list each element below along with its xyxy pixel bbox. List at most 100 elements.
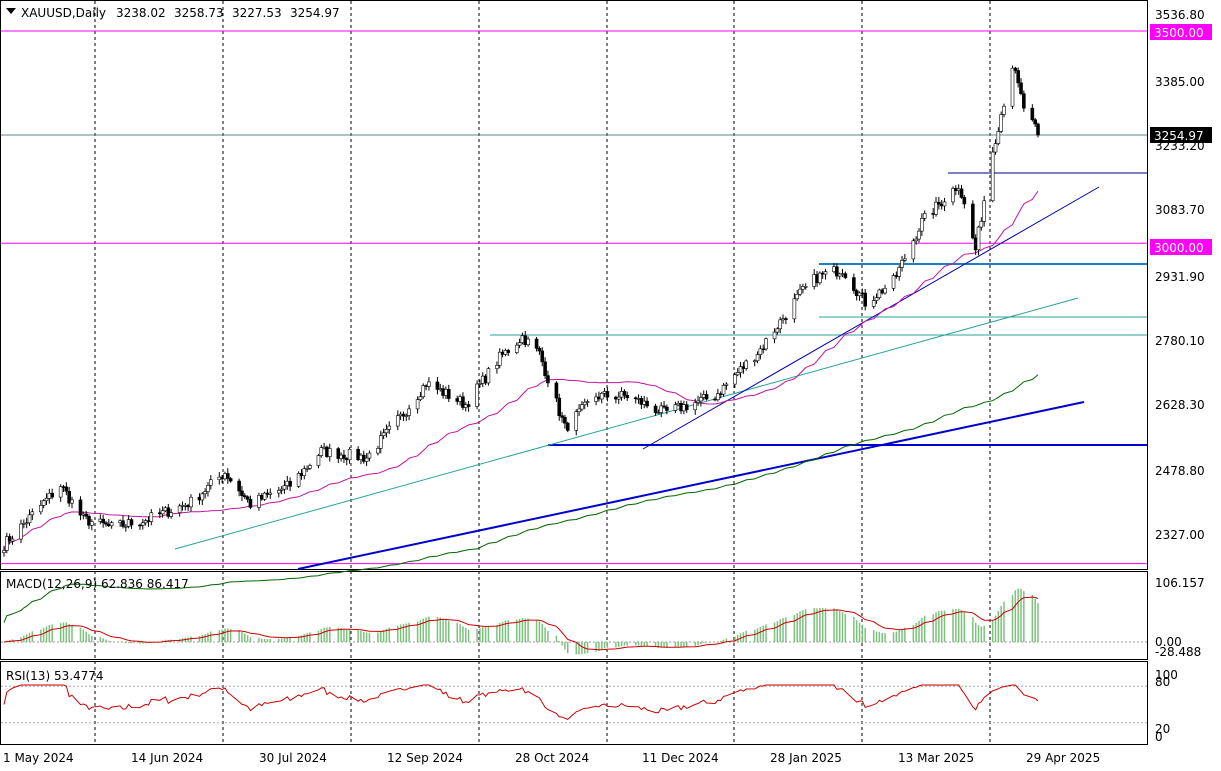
candle-body [857,292,862,297]
candle [308,463,312,470]
candle [605,387,610,402]
candle-body [565,422,570,431]
candle [979,217,984,231]
candle [5,532,9,554]
candle-body [653,405,658,413]
rsi-tick: 20 [1155,722,1170,736]
candle [795,289,800,301]
candle [738,361,743,378]
candle [990,146,995,203]
candle-body [659,405,664,413]
candle-body [407,408,411,416]
candle-body [461,396,465,408]
candle-body [70,499,74,504]
candle [803,283,808,290]
candle-body [327,448,332,457]
candle-body [942,201,947,207]
level-tag-box [1150,239,1212,255]
candle [209,475,213,490]
candle [141,518,145,530]
candle [475,380,479,410]
candle [169,508,173,519]
candle [87,514,91,530]
price-tick: 2780.10 [1155,334,1205,348]
candle-body [2,550,6,553]
candle [942,197,947,211]
candle-body [752,360,757,363]
candle [843,271,848,280]
candle-body [792,298,797,320]
macd-tick: 0.00 [1155,635,1182,649]
macd-title: MACD(12,26,9) 62.836 86.417 [6,577,189,591]
candle-body [673,404,678,411]
candle-body [900,260,904,268]
candle-body [843,273,848,278]
candle-body [625,394,630,399]
candle-body [44,498,49,502]
candle-body [475,383,479,407]
candle-body [852,277,856,291]
candle-body [39,505,43,513]
candle-body [755,354,760,362]
candle [84,510,88,520]
open-value: 3238.02 [116,6,166,20]
candle-body [605,391,610,398]
candle [240,486,244,501]
candle-body [911,240,916,260]
candle [415,396,420,414]
time-axis[interactable]: 1 May 2024 14 Jun 2024 30 Jul 2024 12 Se… [3,751,1100,765]
candle-body [404,415,409,417]
candle-body [506,350,511,353]
price-tick: 3536.80 [1155,8,1205,22]
candle-body [367,452,372,459]
candle-body [166,507,171,517]
candle-body [721,385,726,395]
candle-body [1030,107,1035,121]
candle-body [466,404,471,407]
candle [911,238,916,263]
candle [138,523,142,530]
trendline [642,186,1100,450]
rsi-tick: 80 [1155,675,1170,689]
candle-body [696,400,700,403]
candle-body [319,447,324,456]
candle [435,377,440,395]
candle [64,482,69,496]
candle [758,345,763,360]
candle-body [795,293,800,300]
candle [761,344,766,354]
candle [735,368,740,377]
chevron-down-icon[interactable] [6,8,16,14]
candle [245,495,250,503]
candle [70,496,74,509]
candle [364,453,369,467]
candle-body [1033,119,1037,125]
candle-body [563,417,567,424]
price-axis[interactable]: 3536.80 3385.00 3233.20 3083.70 2931.90 … [1150,8,1212,542]
candle-body [1022,93,1026,109]
candle [625,391,630,401]
candle [44,493,49,506]
candle-body [141,522,145,526]
candle-body [823,271,828,275]
price-tick: 3083.70 [1155,203,1205,217]
date-label: 1 May 2024 [3,751,74,765]
candle-body [296,473,301,487]
candle [316,453,321,469]
date-label: 30 Jul 2024 [259,751,327,765]
candle [376,445,380,456]
candle-body [577,408,581,412]
candle-body [347,448,352,461]
candle [517,338,522,349]
candle-body [225,473,230,479]
candle-body [971,203,975,239]
sma-long-line [3,374,1039,623]
candle [891,273,896,292]
candle [721,383,726,397]
candle [497,348,502,369]
candle-body [599,392,604,400]
candle [622,389,627,400]
candle-body [982,200,986,222]
candle-body [784,318,788,320]
